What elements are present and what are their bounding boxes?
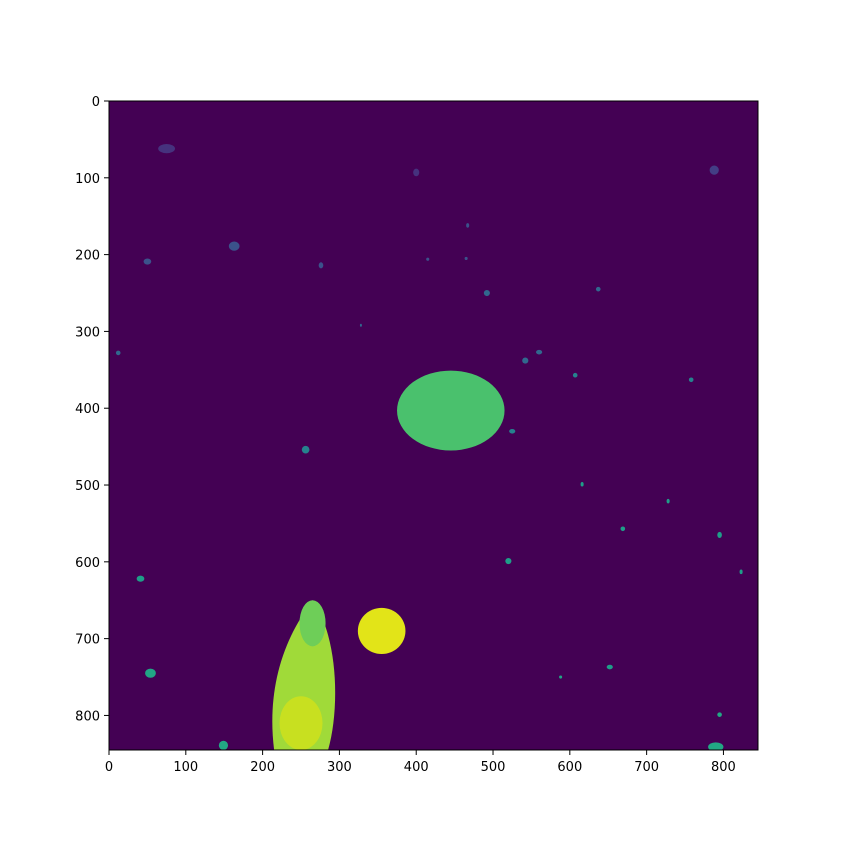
x-tick-label: 100	[173, 760, 198, 775]
x-tick-label: 700	[634, 760, 659, 775]
image-regions	[115, 144, 743, 750]
y-tick-label: 500	[75, 479, 100, 494]
x-tick-label: 600	[557, 760, 582, 775]
y-tick-label: 100	[75, 172, 100, 187]
region-spot	[464, 256, 468, 260]
y-axis: 0 100 200 300 400 500 600 700 800	[75, 95, 109, 724]
x-tick-label: 0	[105, 760, 113, 775]
region-spot	[218, 740, 229, 750]
region-spot	[426, 257, 430, 261]
region-spot	[536, 349, 543, 355]
region-blob	[397, 370, 505, 451]
region-spot	[413, 168, 420, 177]
x-axis: 0 100 200 300 400 500 600 700 800	[105, 750, 736, 775]
y-tick-label: 300	[75, 325, 100, 340]
region-blob	[299, 600, 326, 647]
plot-frame	[108, 100, 759, 751]
region-spot	[466, 223, 470, 228]
region-spot	[318, 262, 324, 269]
y-tick-label: 400	[75, 402, 100, 417]
region-blob	[279, 696, 323, 750]
region-spot	[580, 481, 584, 487]
x-tick-label: 400	[404, 760, 429, 775]
y-tick-label: 800	[75, 709, 100, 724]
region-spot	[145, 668, 156, 678]
region-spot	[717, 531, 722, 539]
y-tick-label: 0	[92, 95, 100, 110]
region-spot	[228, 241, 240, 251]
y-tick-label: 600	[75, 556, 100, 571]
region-blob	[357, 607, 406, 654]
region-spot	[708, 742, 724, 750]
region-spot	[115, 350, 121, 356]
region-spot	[688, 377, 694, 383]
region-spot	[620, 526, 626, 532]
x-tick-label: 200	[250, 760, 275, 775]
y-tick-label: 700	[75, 633, 100, 648]
y-tick-label: 200	[75, 249, 100, 264]
region-spot	[143, 258, 152, 265]
region-spot	[572, 372, 578, 378]
region-spot	[359, 323, 362, 327]
x-tick-label: 800	[711, 760, 736, 775]
x-tick-label: 500	[481, 760, 506, 775]
region-spot	[158, 144, 176, 154]
region-spot	[666, 498, 670, 504]
region-spot	[301, 445, 310, 454]
region-spot	[483, 289, 490, 297]
region-spot	[559, 675, 563, 679]
region-spot	[717, 712, 722, 717]
region-spot	[505, 557, 512, 565]
region-spot	[509, 428, 516, 434]
region-spot	[522, 357, 529, 364]
region-spot	[709, 165, 719, 175]
region-spot	[606, 664, 613, 670]
x-tick-label: 300	[327, 760, 352, 775]
region-spot	[136, 575, 145, 582]
region-spot	[739, 569, 743, 575]
region-spot	[595, 286, 601, 292]
